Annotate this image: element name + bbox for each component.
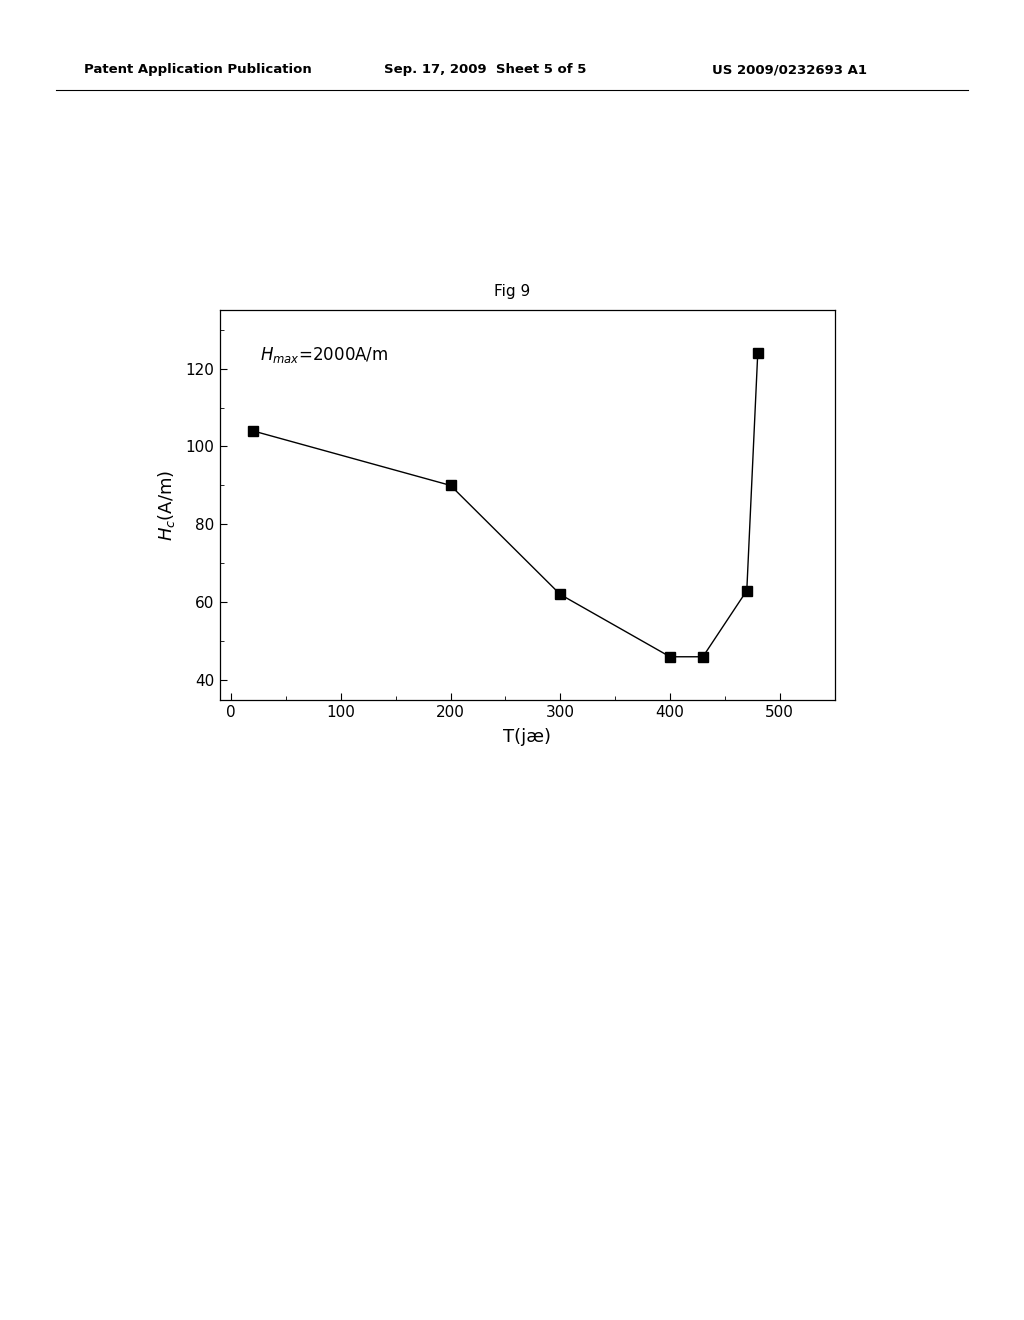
Text: Fig 9: Fig 9 <box>494 284 530 298</box>
Text: Sep. 17, 2009  Sheet 5 of 5: Sep. 17, 2009 Sheet 5 of 5 <box>384 63 587 77</box>
Text: US 2009/0232693 A1: US 2009/0232693 A1 <box>712 63 866 77</box>
Y-axis label: $H_c$(A/m): $H_c$(A/m) <box>157 469 177 541</box>
X-axis label: T(jæ): T(jæ) <box>504 729 551 747</box>
Text: $H_{max}$=2000A/m: $H_{max}$=2000A/m <box>260 346 388 366</box>
Text: Patent Application Publication: Patent Application Publication <box>84 63 311 77</box>
